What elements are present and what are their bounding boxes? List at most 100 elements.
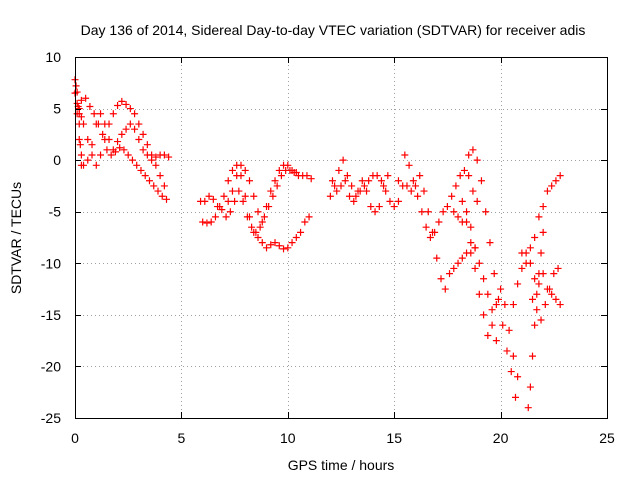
- data-point: [454, 259, 462, 267]
- data-point: [228, 187, 236, 195]
- data-point: [335, 166, 343, 174]
- data-point: [354, 187, 362, 195]
- data-point: [552, 177, 560, 185]
- data-point: [458, 254, 466, 262]
- data-point: [126, 105, 134, 113]
- data-point: [128, 156, 136, 164]
- data-series-track-3: [75, 110, 173, 169]
- data-point: [535, 270, 543, 278]
- data-point: [492, 337, 500, 345]
- data-point: [152, 153, 160, 161]
- data-point: [199, 218, 207, 226]
- data-point: [422, 223, 430, 231]
- data-point: [390, 203, 398, 211]
- data-point: [486, 239, 494, 247]
- data-point: [154, 187, 162, 195]
- data-point: [156, 172, 164, 180]
- data-point: [541, 301, 549, 309]
- data-point: [494, 295, 502, 303]
- data-point: [243, 213, 251, 221]
- data-series-track-12: [458, 197, 522, 381]
- y-tick-label: -20: [41, 358, 61, 374]
- data-point: [443, 203, 451, 211]
- data-point: [529, 295, 537, 303]
- data-series-track-1: [71, 89, 171, 203]
- data-point: [484, 290, 492, 298]
- data-point: [135, 136, 143, 144]
- data-point: [77, 161, 85, 169]
- data-point: [92, 161, 100, 169]
- data-point: [394, 177, 402, 185]
- data-point: [77, 113, 85, 121]
- data-point: [490, 270, 498, 278]
- data-point: [258, 218, 266, 226]
- data-point: [235, 187, 243, 195]
- data-point: [377, 177, 385, 185]
- data-point: [209, 195, 217, 203]
- data-series-track-7: [224, 161, 300, 226]
- data-point: [469, 146, 477, 154]
- data-point: [405, 161, 413, 169]
- data-point: [141, 172, 149, 180]
- data-point: [90, 110, 98, 118]
- data-point: [424, 208, 432, 216]
- data-point: [518, 249, 526, 257]
- data-point: [467, 223, 475, 231]
- data-point: [473, 156, 481, 164]
- data-point: [535, 213, 543, 221]
- y-tick-label: -5: [49, 204, 62, 220]
- data-point: [546, 285, 554, 293]
- data-layer: [71, 76, 564, 412]
- data-point: [509, 301, 517, 309]
- data-point: [458, 197, 466, 205]
- data-point: [260, 213, 268, 221]
- data-point: [539, 203, 547, 211]
- data-point: [556, 301, 564, 309]
- data-point: [435, 218, 443, 226]
- data-point: [499, 321, 507, 329]
- data-point: [475, 259, 483, 267]
- data-point: [514, 280, 522, 288]
- y-tick-labels: 10 5 0 -5 -10 -15 -20 -25: [41, 49, 61, 426]
- data-point: [137, 166, 145, 174]
- data-point: [152, 161, 160, 169]
- data-point: [75, 136, 83, 144]
- data-point: [145, 177, 153, 185]
- data-point: [305, 213, 313, 221]
- data-point: [77, 96, 85, 104]
- data-series-track-2: [73, 97, 168, 190]
- data-point: [271, 239, 279, 247]
- data-point: [267, 241, 275, 249]
- data-point: [280, 245, 288, 253]
- data-point: [222, 213, 230, 221]
- data-point: [73, 110, 81, 118]
- data-point: [363, 187, 371, 195]
- data-point: [331, 182, 339, 190]
- data-point: [139, 130, 147, 138]
- tick-layer: [75, 57, 608, 419]
- data-point: [97, 110, 105, 118]
- data-point: [107, 151, 115, 159]
- data-series-track-11: [394, 172, 479, 293]
- data-point: [450, 208, 458, 216]
- data-point: [367, 203, 375, 211]
- data-point: [433, 254, 441, 262]
- data-point: [307, 175, 315, 183]
- data-point: [84, 156, 92, 164]
- data-point: [273, 182, 281, 190]
- data-point: [99, 130, 107, 138]
- data-point: [252, 228, 260, 236]
- data-point: [109, 146, 117, 154]
- data-series-track-15: [509, 249, 564, 309]
- data-series-track-17: [524, 228, 547, 412]
- data-point: [226, 208, 234, 216]
- data-series-track-8: [326, 156, 402, 211]
- data-point: [409, 177, 417, 185]
- data-point: [160, 182, 168, 190]
- data-point: [292, 169, 300, 177]
- data-point: [358, 177, 366, 185]
- data-point: [539, 228, 547, 236]
- data-point: [437, 275, 445, 283]
- data-point: [418, 208, 426, 216]
